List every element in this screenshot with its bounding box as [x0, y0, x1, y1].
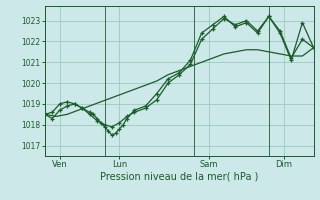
X-axis label: Pression niveau de la mer( hPa ): Pression niveau de la mer( hPa ): [100, 172, 258, 182]
